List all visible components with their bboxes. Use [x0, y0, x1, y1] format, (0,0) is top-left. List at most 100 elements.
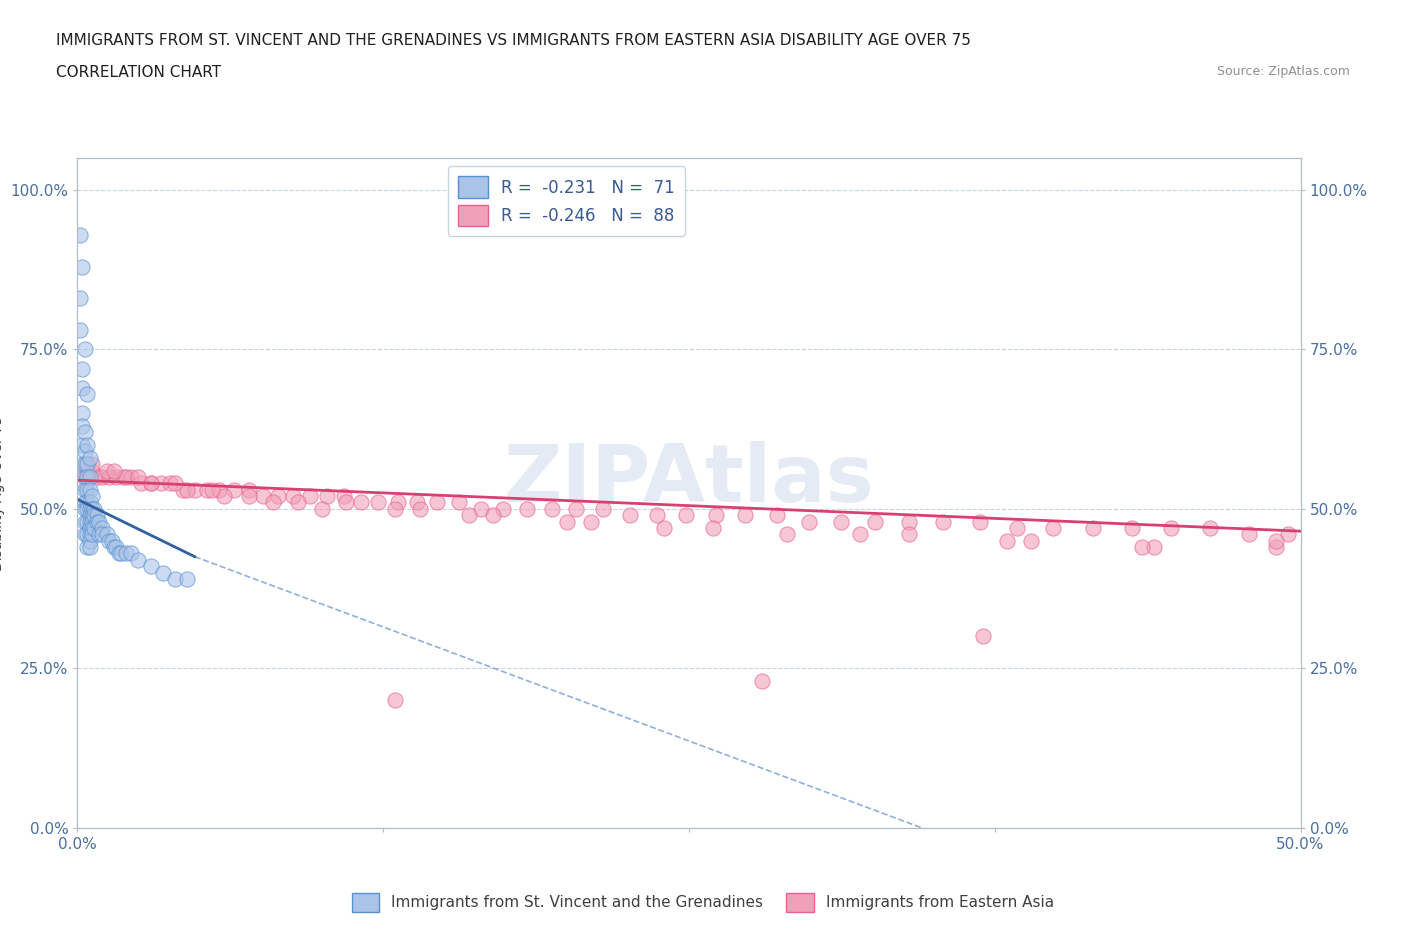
Point: [70, 380, 93, 395]
Point: [1265, 539, 1288, 554]
Point: [335, 495, 357, 510]
Point: [80, 527, 103, 542]
Point: [350, 495, 373, 510]
Point: [995, 533, 1018, 548]
Point: [457, 508, 479, 523]
Point: [898, 527, 921, 542]
Point: [267, 488, 290, 503]
Point: [406, 495, 429, 510]
Point: [172, 483, 194, 498]
Point: [80, 501, 103, 516]
Point: [734, 508, 756, 523]
Point: [108, 546, 131, 561]
Point: [112, 470, 135, 485]
Point: [73, 501, 96, 516]
Point: [776, 527, 799, 542]
Point: [541, 501, 564, 516]
Point: [1081, 521, 1104, 536]
Point: [1042, 521, 1064, 536]
Point: [86, 514, 108, 529]
Point: [176, 483, 198, 498]
Point: [80, 463, 103, 478]
Point: [73, 425, 96, 440]
Point: [70, 463, 93, 478]
Point: [96, 463, 118, 478]
Point: [110, 546, 132, 561]
Point: [1277, 527, 1299, 542]
Point: [79, 483, 101, 498]
Point: [898, 514, 921, 529]
Point: [73, 514, 96, 529]
Point: [849, 527, 872, 542]
Point: [76, 387, 98, 402]
Point: [222, 483, 245, 498]
Point: [120, 546, 142, 561]
Point: [76, 501, 98, 516]
Point: [80, 457, 103, 472]
Point: [797, 514, 820, 529]
Point: [90, 470, 112, 485]
Point: [79, 495, 101, 510]
Point: [70, 457, 93, 472]
Point: [105, 470, 128, 485]
Point: [76, 463, 98, 478]
Point: [96, 527, 118, 542]
Point: [76, 470, 98, 485]
Point: [311, 501, 333, 516]
Point: [120, 470, 142, 485]
Point: [830, 514, 852, 529]
Point: [79, 450, 101, 465]
Point: [128, 470, 150, 485]
Point: [80, 488, 103, 503]
Point: [79, 527, 101, 542]
Point: [384, 693, 406, 708]
Point: [73, 342, 96, 357]
Point: [70, 361, 93, 376]
Point: [70, 438, 93, 453]
Point: [69, 323, 91, 338]
Point: [579, 514, 602, 529]
Point: [139, 476, 162, 491]
Point: [409, 501, 432, 516]
Point: [79, 521, 101, 536]
Point: [79, 539, 101, 554]
Point: [565, 501, 588, 516]
Point: [1005, 521, 1028, 536]
Point: [1130, 539, 1153, 554]
Point: [76, 457, 98, 472]
Point: [152, 565, 174, 580]
Point: [83, 508, 105, 523]
Point: [73, 457, 96, 472]
Point: [238, 488, 260, 503]
Point: [702, 521, 724, 536]
Point: [165, 476, 187, 491]
Point: [73, 470, 96, 485]
Point: [675, 508, 697, 523]
Point: [89, 514, 111, 529]
Text: CORRELATION CHART: CORRELATION CHART: [56, 65, 221, 80]
Point: [195, 483, 218, 498]
Point: [1265, 533, 1288, 548]
Point: [1021, 533, 1043, 548]
Point: [73, 495, 96, 510]
Point: [470, 501, 492, 516]
Point: [184, 483, 207, 498]
Point: [79, 470, 101, 485]
Point: [165, 572, 187, 587]
Text: Source: ZipAtlas.com: Source: ZipAtlas.com: [1216, 65, 1350, 78]
Point: [139, 559, 162, 574]
Point: [262, 495, 284, 510]
Point: [1143, 539, 1166, 554]
Point: [751, 673, 773, 688]
Point: [298, 488, 321, 503]
Point: [149, 476, 172, 491]
Point: [70, 418, 93, 433]
Point: [90, 527, 112, 542]
Point: [176, 572, 198, 587]
Point: [766, 508, 789, 523]
Point: [103, 539, 125, 554]
Point: [76, 495, 98, 510]
Y-axis label: Disability Age Over 75: Disability Age Over 75: [0, 415, 4, 571]
Point: [482, 508, 505, 523]
Point: [86, 508, 108, 523]
